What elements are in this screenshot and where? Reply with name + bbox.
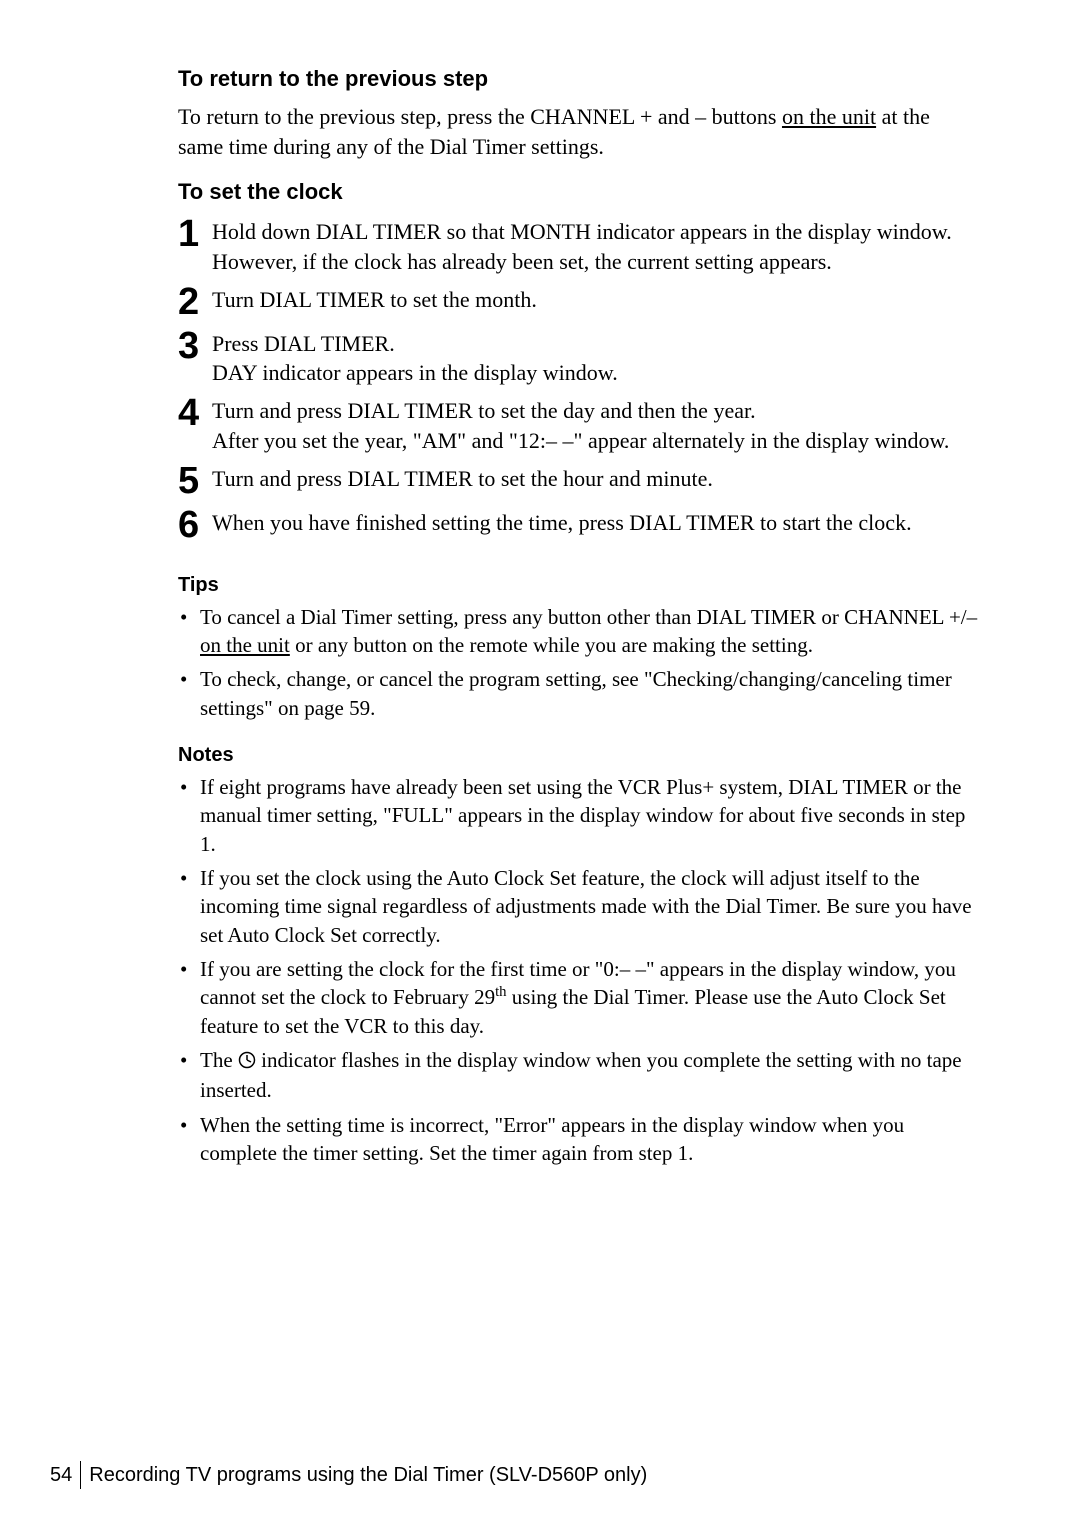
page-number: 54 bbox=[50, 1464, 80, 1487]
heading-notes: Notes bbox=[178, 744, 980, 767]
list-item: To check, change, or cancel the program … bbox=[178, 665, 980, 722]
step-body: Press DIAL TIMER. DAY indicator appears … bbox=[212, 327, 618, 388]
return-body-underline: on the unit bbox=[782, 104, 876, 129]
step: 1 Hold down DIAL TIMER so that MONTH ind… bbox=[178, 215, 980, 276]
step: 6 When you have finished setting the tim… bbox=[178, 506, 980, 544]
note-sup: th bbox=[495, 984, 506, 1000]
tip-pre: To cancel a Dial Timer setting, press an… bbox=[200, 605, 977, 629]
step-number: 5 bbox=[178, 462, 208, 500]
return-body-pre: To return to the previous step, press th… bbox=[178, 104, 782, 129]
step-line: Press DIAL TIMER. DAY indicator appears … bbox=[212, 331, 618, 386]
list-item: If you set the clock using the Auto Cloc… bbox=[178, 864, 980, 949]
step: 4 Turn and press DIAL TIMER to set the d… bbox=[178, 394, 980, 455]
clock-icon bbox=[238, 1048, 256, 1076]
note-pre: The bbox=[200, 1048, 238, 1072]
step: 2 Turn DIAL TIMER to set the month. bbox=[178, 283, 980, 321]
step: 5 Turn and press DIAL TIMER to set the h… bbox=[178, 462, 980, 500]
step-number: 4 bbox=[178, 394, 208, 432]
page: To return to the previous step To return… bbox=[0, 0, 1080, 1529]
return-body: To return to the previous step, press th… bbox=[178, 102, 980, 161]
tips-list: To cancel a Dial Timer setting, press an… bbox=[178, 603, 980, 722]
step-number: 1 bbox=[178, 215, 208, 253]
notes-list: If eight programs have already been set … bbox=[178, 773, 980, 1167]
step-body: Turn and press DIAL TIMER to set the day… bbox=[212, 394, 949, 455]
tip-underline: on the unit bbox=[200, 633, 290, 657]
step-number: 2 bbox=[178, 283, 208, 321]
step-body: When you have finished setting the time,… bbox=[212, 506, 912, 538]
footer-title: Recording TV programs using the Dial Tim… bbox=[89, 1464, 647, 1487]
step-body: Turn and press DIAL TIMER to set the hou… bbox=[212, 462, 713, 494]
list-item: If eight programs have already been set … bbox=[178, 773, 980, 858]
steps-list: 1 Hold down DIAL TIMER so that MONTH ind… bbox=[178, 215, 980, 543]
list-item: If you are setting the clock for the fir… bbox=[178, 955, 980, 1040]
heading-clock: To set the clock bbox=[178, 179, 980, 205]
heading-return: To return to the previous step bbox=[178, 66, 980, 92]
heading-tips: Tips bbox=[178, 574, 980, 597]
tip-post: or any button on the remote while you ar… bbox=[290, 633, 813, 657]
list-item: When the setting time is incorrect, "Err… bbox=[178, 1111, 980, 1168]
step-body: Turn DIAL TIMER to set the month. bbox=[212, 283, 537, 315]
list-item: The indicator flashes in the display win… bbox=[178, 1046, 980, 1105]
page-footer: 54 Recording TV programs using the Dial … bbox=[50, 1461, 647, 1489]
footer-divider bbox=[80, 1461, 81, 1489]
step-line: Turn and press DIAL TIMER to set the day… bbox=[212, 398, 949, 453]
list-item: To cancel a Dial Timer setting, press an… bbox=[178, 603, 980, 660]
step: 3 Press DIAL TIMER. DAY indicator appear… bbox=[178, 327, 980, 388]
note-post: indicator flashes in the display window … bbox=[200, 1048, 962, 1102]
step-body: Hold down DIAL TIMER so that MONTH indic… bbox=[212, 215, 980, 276]
step-number: 3 bbox=[178, 327, 208, 365]
step-number: 6 bbox=[178, 506, 208, 544]
